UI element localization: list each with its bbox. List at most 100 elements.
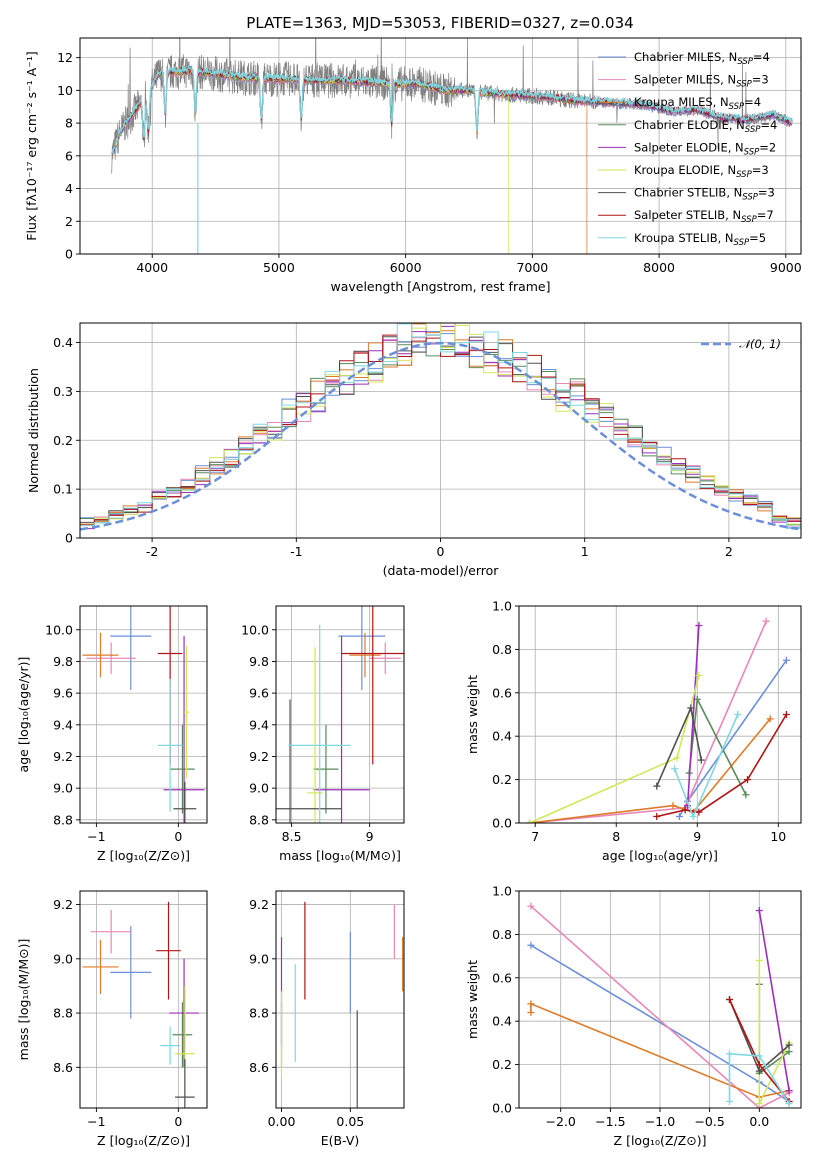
y-tick-label: 9.0 [249,781,269,796]
weight-vs-age-ylabel: mass weight [465,675,480,754]
x-tick-label: 9 [366,829,374,844]
y-tick-label: 9.0 [53,781,73,796]
weight-line [686,625,700,806]
weight-series-kroupa_elodie [526,671,703,823]
y-tick-label: 0.4 [492,1014,512,1029]
y-tick-label: 0.4 [53,335,73,350]
y-tick-label: 6 [65,148,73,163]
x-tick-label: 9000 [770,260,802,275]
y-tick-label: 1.0 [492,884,512,899]
y-tick-label: 2 [65,214,73,229]
y-tick-label: 9.0 [53,951,73,966]
y-tick-label: 9.4 [249,717,269,732]
y-tick-label: 0 [65,531,73,546]
x-tick-label: 0 [437,544,445,559]
errorbar-kroupa_stelib [157,678,183,812]
age-vs-Z-panel: −1 0 8.8 9.0 9.2 9.4 9.6 9.8 10.0 Z [log₁₀(Z/Z⊙)]… [16,605,208,863]
errorbar-chabrier_elodie [313,724,339,814]
errorbar-chabrier_miles [110,606,152,690]
age-vs-mass-grid [276,606,404,823]
mass-vs-EBV-ticks: 0.00 0.05 8.6 8.8 9.0 9.2 [249,897,364,1129]
errorbar-salpeter_miles [90,909,132,954]
x-tick-label: −0.5 [694,1114,724,1129]
y-tick-label: 8.6 [249,1060,269,1075]
errorbar-kroupa_miles [82,939,119,995]
x-tick-label: −1 [87,829,105,844]
weight-series-salpeter_stelib [653,711,790,820]
y-tick-label: 0.3 [53,384,73,399]
age-vs-Z-plot [82,606,205,823]
spectrum-panel: 4000 5000 6000 7000 8000 9000 0 2 4 6 8 10 12 wavelen… [24,37,802,294]
legend-subscript: SSP [736,170,752,180]
y-tick-label: 10.0 [241,622,269,637]
x-tick-label: 0 [174,829,182,844]
weight-series-salpeter_elodie [755,907,793,1095]
errorbar-chabrier_elodie [172,1002,193,1068]
y-tick-label: 0.6 [492,685,512,700]
age-vs-Z-grid [80,606,207,823]
age-vs-Z-ticks: −1 0 8.8 9.0 9.2 9.4 9.6 9.8 10.0 [45,622,182,844]
errorbar-salpeter_elodie [313,636,370,823]
legend-entry: Chabrier STELIB, NSSP=3 [598,186,775,203]
y-tick-label: 8.8 [53,812,73,827]
weight-line [530,905,790,1108]
mass-vs-EBV-xlabel: E(B-V) [321,1133,360,1148]
x-tick-label: 0.0 [749,1114,769,1129]
residuals-ticks: -2 -1 0 1 2 0 0.1 0.2 0.3 0.4 [53,335,733,559]
x-tick-label: 7 [531,829,539,844]
y-tick-label: 0.0 [492,1101,512,1116]
residuals-plot [80,323,801,538]
legend-count: =3 [752,73,769,87]
x-tick-label: -2 [146,544,158,559]
y-tick-label: 9.2 [249,749,269,764]
weight-series-kroupa_stelib [671,711,742,820]
mass-vs-Z-ticks: −1 0 8.6 8.8 9.0 9.2 [53,897,182,1129]
normal-legend: 𝒩(0, 1) [701,337,781,351]
legend-label: Chabrier MILES, NSSP=4 [634,50,770,67]
weight-line [758,910,790,1091]
weight-vs-Z-xlabel: Z [log₁₀(Z/Z⊙)] [614,1133,707,1148]
legend-label: Kroupa STELIB, NSSP=5 [634,231,766,248]
legend-label: Salpeter ELODIE, NSSP=2 [634,140,776,157]
y-tick-label: 10 [57,83,73,98]
x-tick-label: 0.00 [268,1114,296,1129]
panels-layer: 4000 5000 6000 7000 8000 9000024681012wavelen… [16,37,802,1148]
normal-legend-label: 𝒩(0, 1) [739,337,781,351]
x-tick-label: 8000 [643,260,675,275]
weight-series-chabrier_elodie [755,980,793,1077]
errorbar-salpeter_miles [86,642,136,675]
errorbar-kroupa_stelib [288,625,351,823]
legend-count: =3 [758,186,775,200]
legend-subscript: SSP [744,147,760,157]
legend-subscript: SSP [745,125,761,135]
legend-count: =4 [760,118,777,132]
legend-subscript: SSP [734,238,750,248]
errorbar-kroupa_miles [349,632,381,678]
errorbar-salpeter_stelib [341,606,404,765]
y-tick-label: 8.8 [249,1006,269,1021]
errorbar-kroupa_elodie [307,647,323,823]
mass-vs-Z-grid [80,891,207,1108]
mass-vs-EBV-panel: 0.00 0.05 8.6 8.8 9.0 9.2 E(B-V) [249,890,405,1148]
legend-entry: Kroupa STELIB, NSSP=5 [598,231,766,248]
x-tick-label: 9 [693,829,701,844]
weight-vs-age-ticks: 7 8 9 10 0.0 0.2 0.4 0.6 0.8 1.0 [492,599,786,845]
age-vs-mass-plot [276,606,404,823]
weight-vs-Z-ylabel: mass weight [465,960,480,1039]
legend-count: =5 [749,231,766,245]
legend-subscript: SSP [729,102,745,112]
y-tick-label: 9.8 [249,654,269,669]
x-tick-label: 10 [770,829,786,844]
spectrum-ticks: 4000 5000 6000 7000 8000 9000 0 2 4 6 8 10 12 [57,50,802,275]
y-tick-label: 0.4 [492,729,512,744]
x-tick-label: -1 [290,544,302,559]
x-tick-label: 5000 [263,260,295,275]
x-tick-label: 2 [725,544,733,559]
x-tick-label: 7000 [516,260,548,275]
x-tick-label: −1.5 [595,1114,625,1129]
legend-label: Kroupa ELODIE, NSSP=3 [634,163,769,180]
legend-entry: Salpeter MILES, NSSP=3 [598,73,769,90]
weight-series-chabrier_stelib [653,704,705,790]
legend-label: Salpeter MILES, NSSP=3 [634,73,769,90]
